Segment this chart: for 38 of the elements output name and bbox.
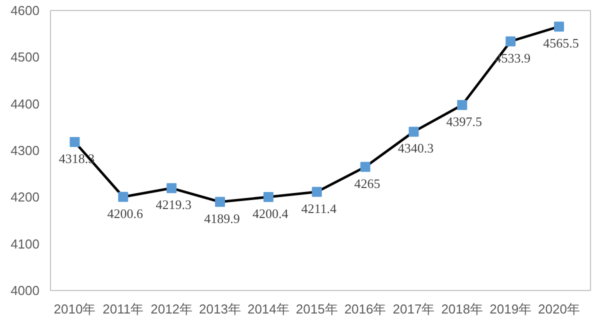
x-tick-label: 2010年 xyxy=(54,302,96,316)
y-tick-label: 4200 xyxy=(10,190,40,205)
data-label: 4200.6 xyxy=(107,206,144,221)
data-label: 4397.5 xyxy=(446,114,482,129)
data-label: 4265 xyxy=(354,176,380,191)
x-tick-label: 2013年 xyxy=(199,302,241,316)
data-label: 4340.3 xyxy=(398,140,434,156)
data-label: 4565.5 xyxy=(543,36,579,51)
point xyxy=(70,136,80,147)
point xyxy=(263,192,274,202)
point xyxy=(360,162,370,172)
y-tick-label: 4300 xyxy=(10,143,40,158)
x-tick-label: 2016年 xyxy=(344,302,386,316)
x-tick-label: 2019年 xyxy=(490,302,532,316)
y-tick-label: 4000 xyxy=(10,283,40,298)
data-label: 4211.4 xyxy=(301,200,337,216)
point xyxy=(166,183,177,194)
x-tick-label: 2017年 xyxy=(392,302,435,316)
x-tick-label: 2018年 xyxy=(441,302,484,316)
y-tick-label: 4600 xyxy=(10,3,40,18)
data-label: 4189.9 xyxy=(204,210,240,226)
x-tick-label: 2015年 xyxy=(296,302,338,316)
x-tick-label: 2014年 xyxy=(247,302,290,316)
point xyxy=(118,192,128,202)
y-tick-label: 4500 xyxy=(10,50,40,65)
x-tick-label: 2020年 xyxy=(538,302,580,316)
data-label: 4200.4 xyxy=(252,206,289,221)
point xyxy=(506,36,516,46)
point xyxy=(215,196,226,207)
x-tick-label: 2011年 xyxy=(102,302,144,316)
data-label: 4219.3 xyxy=(156,197,192,212)
point xyxy=(312,186,322,197)
x-tick-label: 2012年 xyxy=(150,302,193,316)
point xyxy=(408,126,419,137)
point xyxy=(554,22,564,32)
y-tick-label: 4100 xyxy=(10,236,40,252)
y-tick-label: 4400 xyxy=(10,96,40,112)
point xyxy=(457,100,468,110)
